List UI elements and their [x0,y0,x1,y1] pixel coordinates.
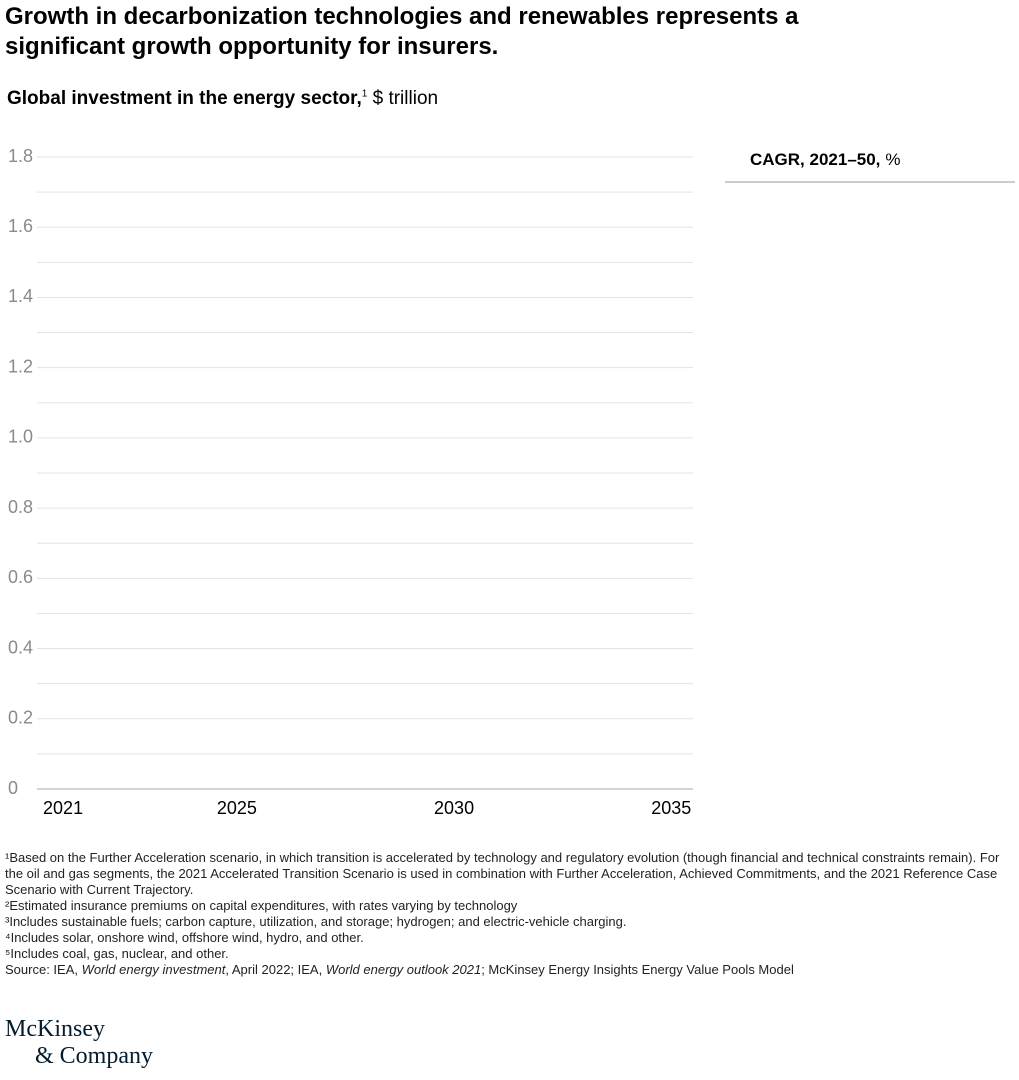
source-part: ; McKinsey Energy Insights Energy Value … [481,962,794,977]
side-panel-title: CAGR, 2021–50,% [750,150,901,169]
y-tick-label: 0.2 [8,708,33,728]
y-tick-label: 1.6 [8,216,33,236]
brand-line: McKinsey [5,1016,105,1042]
y-tick-label: 1.4 [8,286,33,306]
x-tick-label: 2030 [434,798,474,818]
footnote: ⁴Includes solar, onshore wind, offshore … [5,930,364,945]
source-part: Source: IEA, [5,962,82,977]
footnote: ⁵Includes coal, gas, nuclear, and other. [5,946,229,961]
x-tick-label: 2021 [43,798,83,818]
source: Source: IEA, World energy investment, Ap… [5,962,1015,978]
source-part: , April 2022; IEA, [225,962,326,977]
notes: ¹Based on the Further Acceleration scena… [5,850,1015,978]
y-tick-label: 0.8 [8,497,33,517]
brand-logo: McKinsey & Company [5,1016,153,1070]
subtitle-text: Global investment in the energy sector, [7,88,362,109]
y-tick-label: 0.4 [8,637,33,657]
y-tick-label: 0 [8,778,18,798]
y-tick-label: 0.6 [8,567,33,587]
brand-line: & Company [35,1043,153,1069]
footnote: ³Includes sustainable fuels; carbon capt… [5,914,627,929]
y-tick-label: 1.2 [8,356,33,376]
x-tick-label: 2025 [217,798,257,818]
y-tick-label: 1.0 [8,427,33,447]
subtitle-unit: $ trillion [372,88,439,109]
side-panel-heading: CAGR, 2021–50, [750,150,880,169]
source-part: World energy outlook 2021 [325,962,482,977]
chart-title: Growth in decarbonization technologies a… [5,3,799,60]
subtitle-sup: 1 [361,88,368,100]
side-panel-unit: % [885,150,900,169]
chart-subtitle: Global investment in the energy sector,1… [7,88,438,110]
footnote: ²Estimated insurance premiums on capital… [5,898,518,913]
source-part: World energy investment [81,962,226,977]
footnote: ¹Based on the Further Acceleration scena… [5,850,1000,897]
y-tick-label: 1.8 [8,146,33,166]
x-tick-label: 2035 [651,798,691,818]
